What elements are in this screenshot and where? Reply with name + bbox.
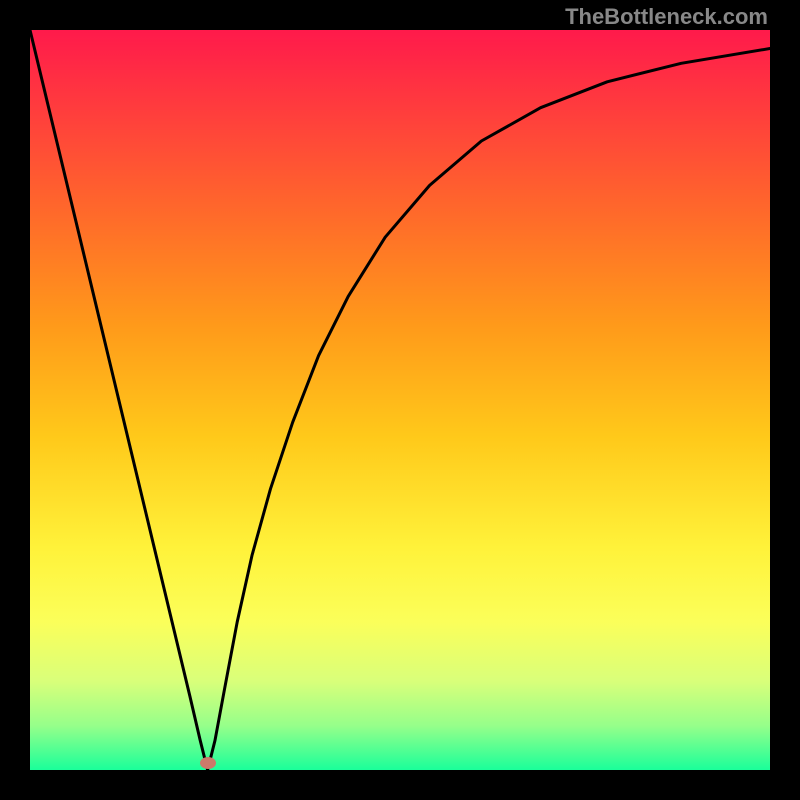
frame-border-right	[770, 0, 800, 800]
chart-frame: TheBottleneck.com	[0, 0, 800, 800]
optimum-marker	[200, 757, 216, 769]
plot-area	[30, 30, 770, 770]
gradient-background	[30, 30, 770, 770]
plot-svg	[30, 30, 770, 770]
frame-border-left	[0, 0, 30, 800]
bottleneck-curve	[30, 30, 770, 770]
frame-border-bottom	[0, 770, 800, 800]
watermark-label: TheBottleneck.com	[565, 4, 768, 30]
